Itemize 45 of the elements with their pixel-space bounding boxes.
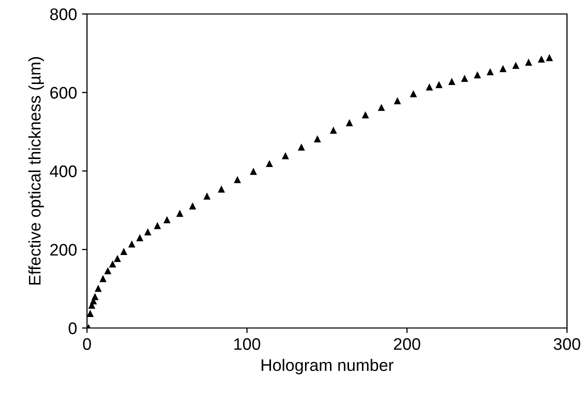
- point: [378, 104, 385, 111]
- point: [266, 160, 273, 168]
- point: [234, 176, 241, 184]
- y-tick-label: 800: [50, 8, 77, 20]
- point: [104, 268, 111, 274]
- point: [314, 136, 321, 142]
- x-axis-title: Hologram number: [262, 358, 394, 374]
- x-tick-label: 0: [83, 338, 91, 350]
- point: [92, 294, 98, 300]
- point: [410, 90, 417, 98]
- point: [538, 56, 545, 63]
- point: [394, 98, 401, 104]
- point: [448, 78, 455, 86]
- point: [487, 68, 494, 76]
- point: [114, 256, 121, 262]
- point: [100, 276, 106, 282]
- point: [154, 222, 161, 230]
- point: [109, 261, 116, 268]
- point: [250, 168, 257, 175]
- point: [546, 54, 553, 62]
- point: [128, 241, 135, 248]
- point: [204, 193, 210, 200]
- point: [362, 112, 369, 118]
- point: [426, 84, 433, 91]
- point: [346, 120, 353, 126]
- y-tick-label: 200: [50, 244, 77, 256]
- point: [500, 66, 506, 72]
- x-tick-label: 200: [394, 338, 420, 350]
- point: [298, 144, 305, 151]
- y-axis-title: Effective optical thickness (µm): [28, 57, 44, 285]
- y-tick-label: 400: [50, 165, 77, 178]
- x-tick-label: 300: [554, 338, 580, 350]
- point: [164, 216, 170, 224]
- point: [189, 203, 196, 210]
- point: [218, 186, 225, 193]
- y-tick-label: 600: [50, 86, 77, 99]
- point: [282, 152, 289, 160]
- point: [330, 127, 337, 134]
- y-tick-label: 0: [68, 322, 77, 334]
- x-tick-label: 100: [234, 338, 260, 350]
- point: [461, 76, 468, 82]
- point: [474, 72, 481, 78]
- point: [436, 82, 442, 88]
- point: [136, 234, 143, 242]
- point: [525, 60, 532, 66]
